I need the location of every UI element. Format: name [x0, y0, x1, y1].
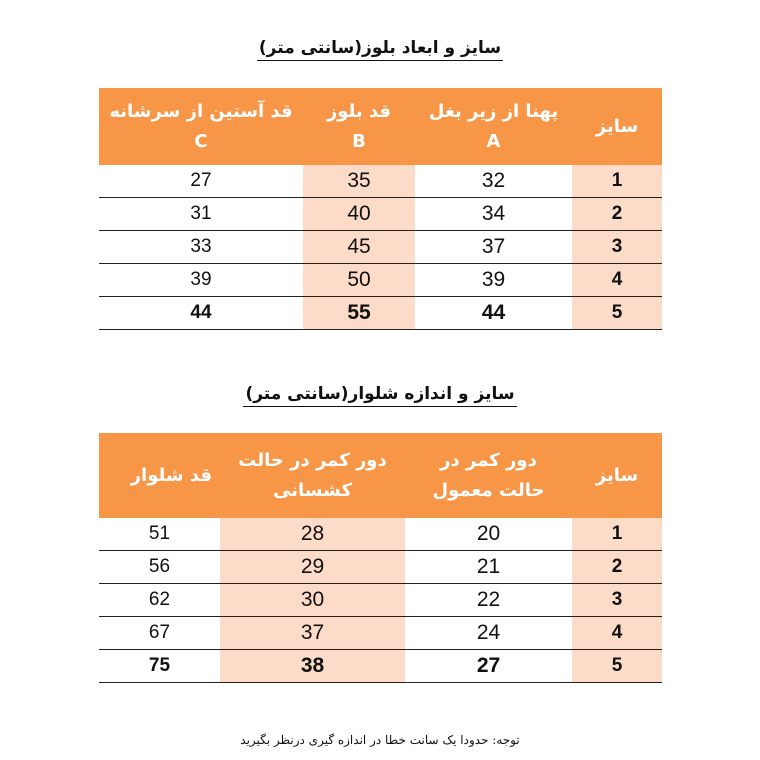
- table-row: 2 21 29 56: [99, 550, 662, 584]
- column-header: سایز: [572, 433, 662, 518]
- size-cell: 1: [572, 518, 662, 551]
- header-label: دور کمر در: [440, 449, 537, 471]
- header-sublabel: حالت معمول: [432, 479, 545, 501]
- value-cell: 45: [303, 230, 415, 264]
- table-row: 4 24 37 67: [99, 616, 662, 650]
- value-cell: 34: [415, 197, 572, 231]
- column-header: سایز: [572, 88, 662, 165]
- pants-title: سایز و اندازه شلوار(سانتی متر): [0, 384, 760, 407]
- blouse-size-table: سایز پهنا از زیر بغل A قد بلوز B قد آستین از …: [99, 88, 662, 330]
- value-cell: 51: [99, 518, 220, 551]
- header-sublabel: کشسانی: [273, 479, 352, 501]
- table-row: 2 34 40 31: [99, 197, 662, 231]
- header-label: سایز: [595, 464, 639, 486]
- value-cell: 55: [303, 296, 415, 330]
- column-header: قد بلوز B: [303, 88, 415, 165]
- value-cell: 28: [220, 518, 405, 551]
- value-cell: 24: [405, 616, 572, 650]
- value-cell: 32: [415, 165, 572, 198]
- column-header: دور کمر در حالت معمول: [405, 433, 572, 518]
- column-header: پهنا از زیر بغل A: [415, 88, 572, 165]
- header-label: قد شلوار: [130, 464, 212, 486]
- column-header: قد آستین از سرشانه C: [99, 88, 303, 165]
- value-cell: 33: [99, 230, 303, 264]
- header-label: سایز: [595, 115, 639, 137]
- value-cell: 67: [99, 616, 220, 650]
- table-row: 5 27 38 75: [99, 649, 662, 683]
- table-row: 1 32 35 27: [99, 165, 662, 198]
- value-cell: 20: [405, 518, 572, 551]
- header-label: دور کمر در حالت: [238, 449, 387, 471]
- size-cell: 5: [572, 296, 662, 330]
- table-row: 5 44 55 44: [99, 296, 662, 330]
- value-cell: 38: [220, 649, 405, 683]
- value-cell: 40: [303, 197, 415, 231]
- header-sublabel: C: [194, 130, 208, 152]
- value-cell: 44: [99, 296, 303, 330]
- header-label: قد بلوز: [326, 100, 392, 122]
- value-cell: 27: [99, 165, 303, 198]
- table-header: سایز دور کمر در حالت معمول دور کمر در حالت ک…: [99, 433, 662, 518]
- value-cell: 29: [220, 550, 405, 584]
- table-row: 4 39 50 39: [99, 263, 662, 297]
- size-cell: 2: [572, 550, 662, 584]
- value-cell: 27: [405, 649, 572, 683]
- size-cell: 3: [572, 583, 662, 617]
- measurement-note: توجه: حدودا یک سانت خطا در اندازه گیری د…: [240, 733, 520, 747]
- table-row: 3 22 30 62: [99, 583, 662, 617]
- size-cell: 5: [572, 649, 662, 683]
- pants-size-table: سایز دور کمر در حالت معمول دور کمر در حالت ک…: [99, 433, 662, 683]
- header-label: پهنا از زیر بغل: [428, 100, 559, 122]
- value-cell: 56: [99, 550, 220, 584]
- size-cell: 2: [572, 197, 662, 231]
- value-cell: 44: [415, 296, 572, 330]
- value-cell: 21: [405, 550, 572, 584]
- value-cell: 31: [99, 197, 303, 231]
- blouse-title: سایز و ابعاد بلوز(سانتی متر): [0, 38, 760, 61]
- table-row: 3 37 45 33: [99, 230, 662, 264]
- table-row: 1 20 28 51: [99, 518, 662, 551]
- value-cell: 22: [405, 583, 572, 617]
- header-sublabel: A: [486, 130, 501, 152]
- value-cell: 30: [220, 583, 405, 617]
- value-cell: 37: [415, 230, 572, 264]
- size-cell: 1: [572, 165, 662, 198]
- size-cell: 3: [572, 230, 662, 264]
- value-cell: 75: [99, 649, 220, 683]
- size-cell: 4: [572, 263, 662, 297]
- value-cell: 50: [303, 263, 415, 297]
- value-cell: 35: [303, 165, 415, 198]
- table-header: سایز پهنا از زیر بغل A قد بلوز B قد آستین از …: [99, 88, 662, 165]
- header-label: قد آستین از سرشانه: [109, 100, 293, 122]
- value-cell: 62: [99, 583, 220, 617]
- value-cell: 39: [415, 263, 572, 297]
- column-header: دور کمر در حالت کشسانی: [220, 433, 405, 518]
- value-cell: 37: [220, 616, 405, 650]
- value-cell: 39: [99, 263, 303, 297]
- header-sublabel: B: [352, 130, 366, 152]
- column-header: قد شلوار: [99, 433, 220, 518]
- size-cell: 4: [572, 616, 662, 650]
